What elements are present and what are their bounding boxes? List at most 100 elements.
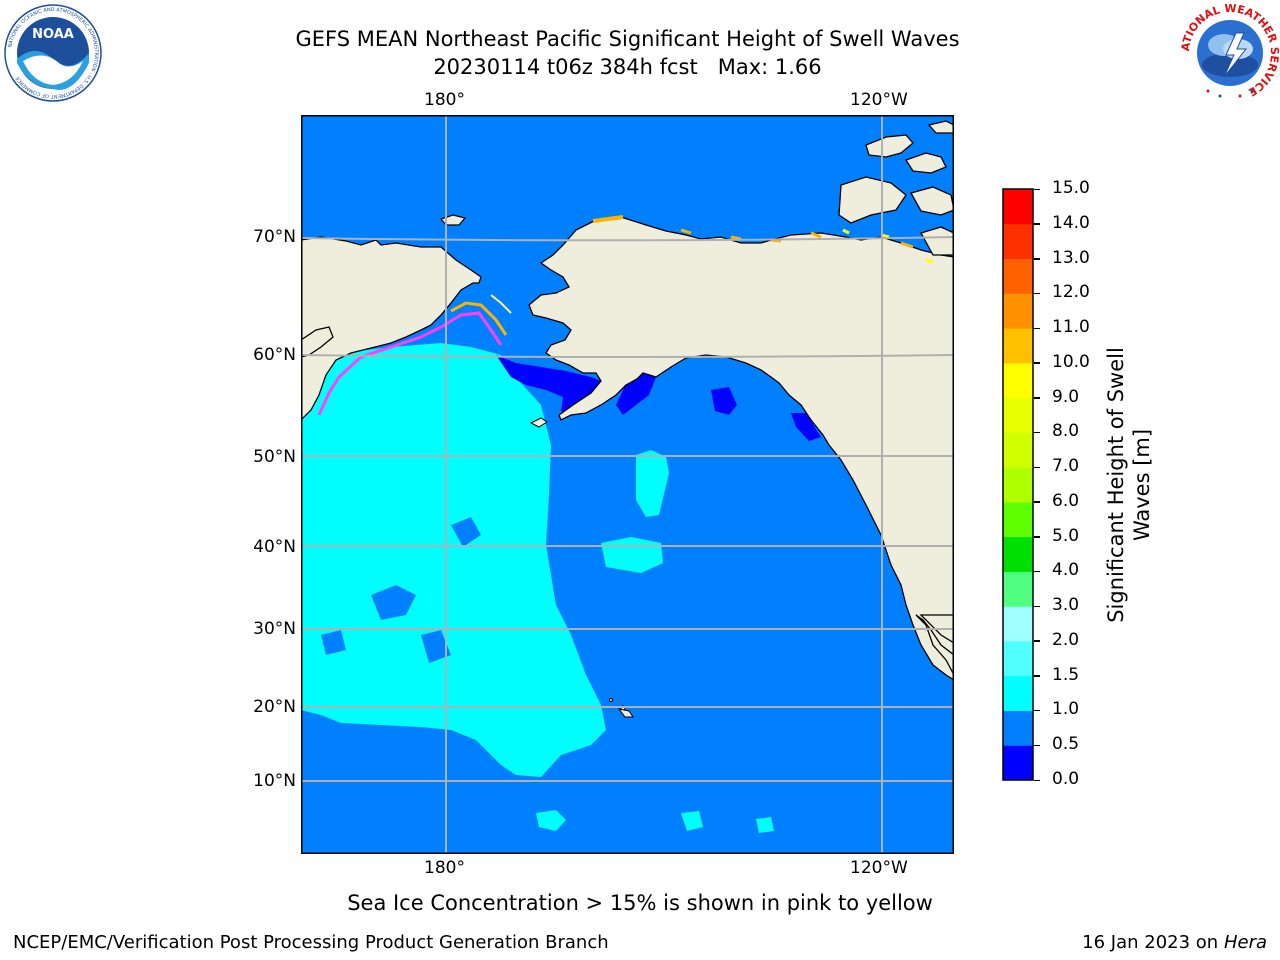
- land-siberia: [301, 236, 482, 421]
- swell-region: [301, 343, 606, 777]
- lon-label-bottom-180: 180°: [424, 858, 465, 878]
- colorbar-tick-label: 1.5: [1052, 664, 1080, 685]
- colorbar-swatch: [1003, 501, 1033, 538]
- sea-ice-edge: [317, 311, 503, 416]
- low-swell-region: [616, 365, 656, 415]
- graticule: [301, 115, 954, 854]
- colorbar-tick-label: 13.0: [1052, 247, 1090, 268]
- chart-title: GEFS MEAN Northeast Pacific Significant …: [295, 27, 960, 51]
- sea-ice-edge: [450, 301, 508, 336]
- colorbar-tick-mark: [1034, 536, 1040, 538]
- colorbar: [1002, 188, 1034, 781]
- noaa-logo-text: NOAA: [32, 27, 74, 42]
- colorbar-tick-mark: [1034, 779, 1040, 781]
- colorbar-tick-label: 3.0: [1052, 595, 1080, 616]
- colorbar-tick-label: 8.0: [1052, 421, 1080, 442]
- ocean-patch: [451, 517, 481, 547]
- lat-label-20n: 20°N: [253, 697, 296, 717]
- colorbar-tick-label: 15.0: [1052, 178, 1090, 198]
- colorbar-tick-label: 12.0: [1052, 282, 1090, 303]
- lat-label-10n: 10°N: [253, 771, 296, 791]
- colorbar-tick-label: 7.0: [1052, 456, 1080, 477]
- ocean-patch: [371, 585, 416, 620]
- colorbar-swatch: [1003, 189, 1033, 225]
- land-north-america: [528, 216, 954, 681]
- colorbar-label-line1: Significant Height of Swell: [1104, 347, 1128, 623]
- colorbar-frame: [1002, 188, 1034, 781]
- land-arctic-island: [910, 186, 954, 216]
- colorbar-tick-mark: [1034, 397, 1040, 399]
- colorbar-tick-label: 5.0: [1052, 525, 1080, 546]
- swell-patch: [636, 450, 669, 517]
- land-arctic-island: [865, 134, 914, 158]
- colorbar-tick-label: 0.5: [1052, 734, 1080, 755]
- colorbar-swatch: [1003, 606, 1033, 642]
- colorbar-swatch: [1003, 362, 1033, 399]
- lat-label-30n: 30°N: [253, 619, 296, 639]
- colorbar-tick-mark: [1034, 570, 1040, 573]
- sea-ice-edge: [592, 215, 624, 223]
- footer-date: 16 Jan 2023 on Hera: [1082, 932, 1267, 953]
- colorbar-swatch: [1003, 223, 1033, 260]
- colorbar-swatch: [1003, 640, 1033, 677]
- land-hawaii: [609, 698, 613, 702]
- land-baja: [915, 614, 954, 676]
- colorbar-swatch: [1003, 710, 1033, 746]
- land-arctic-island: [905, 152, 947, 174]
- colorbar-swatch: [1003, 328, 1033, 364]
- colorbar-label-line2: Waves [m]: [1130, 428, 1154, 542]
- colorbar-tick-mark: [1034, 605, 1040, 608]
- chart-subtitle: 20230114 t06z 384h fcst Max: 1.66: [433, 55, 822, 79]
- colorbar-tick-mark: [1034, 188, 1040, 190]
- colorbar-swatch: [1003, 397, 1033, 433]
- colorbar-tick-mark: [1034, 709, 1040, 712]
- noaa-logo-icon: NOAA NATIONAL OCEANIC AND ATMOSPHERIC AD…: [3, 3, 102, 102]
- lat-label-70n: 70°N: [253, 227, 296, 247]
- colorbar-tick-mark: [1034, 258, 1040, 260]
- colorbar-swatch: [1003, 293, 1033, 329]
- lon-label-top-120w: 120°W: [850, 90, 908, 110]
- colorbar-tick-mark: [1034, 744, 1040, 747]
- colorbar-tick-label: 10.0: [1052, 351, 1090, 372]
- ocean-patch: [321, 630, 346, 655]
- colorbar-tick-mark: [1034, 223, 1040, 225]
- colorbar-swatch: [1003, 536, 1033, 572]
- ocean-patch: [421, 630, 451, 663]
- colorbar-tick-label: 1.0: [1052, 699, 1080, 720]
- colorbar-tick-mark: [1034, 362, 1040, 364]
- colorbar-tick-mark: [1034, 292, 1040, 295]
- colorbar-tick-label: 9.0: [1052, 386, 1080, 407]
- land-arctic-island: [920, 226, 954, 256]
- land-arctic-island: [838, 176, 907, 224]
- lat-label-50n: 50°N: [253, 447, 296, 467]
- colorbar-tick-mark: [1034, 466, 1040, 469]
- lon-label-bottom-120w: 120°W: [850, 858, 908, 878]
- footer-date-text: 16 Jan 2023 on: [1082, 932, 1224, 953]
- swell-patch: [536, 810, 566, 831]
- colorbar-tick-label: 2.0: [1052, 629, 1080, 650]
- colorbar-tick-mark: [1034, 640, 1040, 642]
- land-hawaii: [617, 708, 634, 718]
- sea-ice-edge: [680, 228, 914, 249]
- colorbar-swatch: [1003, 745, 1033, 781]
- footer-credit: NCEP/EMC/Verification Post Processing Pr…: [13, 932, 609, 953]
- lat-label-40n: 40°N: [253, 537, 296, 557]
- low-swell-region: [711, 387, 737, 415]
- swell-patch: [756, 817, 774, 833]
- colorbar-swatch: [1003, 467, 1033, 503]
- low-swell-region: [496, 355, 606, 413]
- colorbar-tick-label: 14.0: [1052, 212, 1090, 233]
- land-aleutians: [529, 417, 548, 428]
- colorbar-swatch: [1003, 432, 1033, 468]
- colorbar-tick-label: 11.0: [1052, 317, 1090, 338]
- footer-host: Hera: [1223, 932, 1267, 953]
- colorbar-tick-label: 4.0: [1052, 560, 1080, 581]
- colorbar-tick-mark: [1034, 431, 1040, 434]
- swell-patch: [301, 483, 471, 585]
- colorbar-tick-label: 0.0: [1052, 769, 1080, 789]
- lon-label-top-180: 180°: [424, 90, 465, 110]
- sea-ice-edge: [490, 294, 512, 314]
- sea-ice-note: Sea Ice Concentration > 15% is shown in …: [347, 891, 933, 915]
- map-panel: [301, 115, 954, 854]
- nws-logo-icon: NATIONAL WEATHER SERVICE: [1175, 0, 1280, 101]
